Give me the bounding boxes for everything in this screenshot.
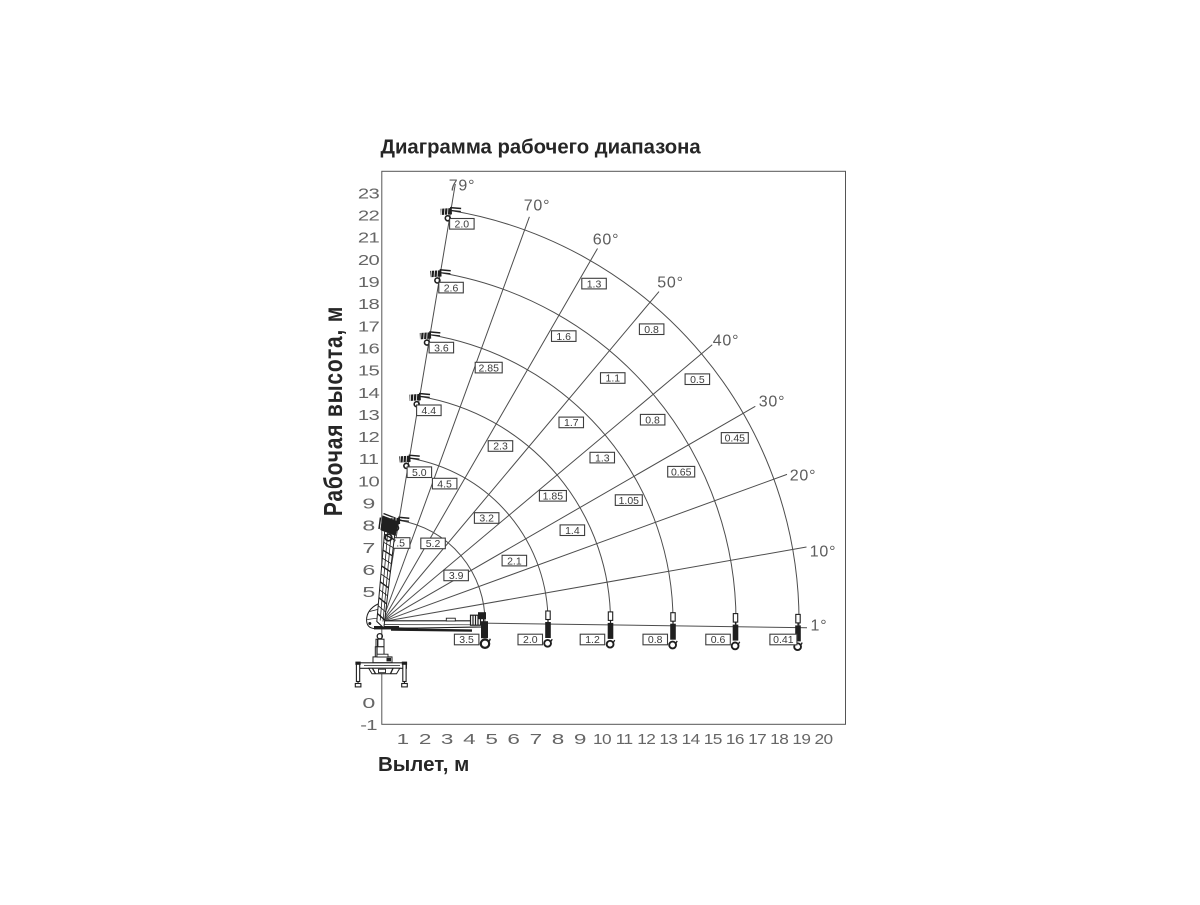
svg-text:17: 17 — [358, 318, 379, 335]
svg-text:1.05: 1.05 — [619, 495, 640, 507]
svg-text:1.2: 1.2 — [585, 634, 600, 646]
svg-text:20: 20 — [358, 251, 380, 268]
svg-text:0.8: 0.8 — [644, 324, 659, 336]
svg-text:30°: 30° — [759, 394, 786, 411]
svg-text:11: 11 — [359, 451, 379, 468]
svg-text:Рабочая высота, м: Рабочая высота, м — [319, 306, 349, 516]
svg-text:1.3: 1.3 — [587, 278, 602, 290]
svg-text:1: 1 — [397, 731, 409, 747]
svg-text:11: 11 — [616, 731, 633, 748]
svg-text:14: 14 — [682, 731, 701, 748]
svg-text:0.8: 0.8 — [648, 634, 663, 646]
svg-text:19: 19 — [792, 731, 811, 748]
svg-text:14: 14 — [358, 384, 380, 401]
svg-text:1.6: 1.6 — [556, 331, 571, 343]
svg-text:10: 10 — [358, 473, 380, 490]
svg-text:2.85: 2.85 — [478, 362, 499, 374]
svg-text:50°: 50° — [657, 275, 684, 292]
svg-text:0.65: 0.65 — [671, 466, 692, 478]
svg-text:1.4: 1.4 — [565, 525, 580, 537]
svg-text:23: 23 — [358, 185, 380, 202]
svg-text:16: 16 — [358, 340, 380, 357]
svg-text:13: 13 — [358, 406, 380, 423]
svg-text:10: 10 — [593, 731, 612, 748]
svg-text:0.45: 0.45 — [725, 433, 746, 445]
svg-text:0.6: 0.6 — [711, 634, 726, 646]
svg-text:1°: 1° — [811, 618, 828, 635]
svg-text:2.1: 2.1 — [507, 555, 522, 567]
svg-text:5.2: 5.2 — [426, 538, 441, 550]
svg-text:1.85: 1.85 — [543, 491, 564, 503]
svg-text:1.1: 1.1 — [605, 373, 620, 385]
svg-text:3.5: 3.5 — [459, 634, 474, 646]
svg-text:40°: 40° — [713, 333, 740, 350]
svg-text:1.7: 1.7 — [564, 417, 579, 429]
svg-text:0.41: 0.41 — [773, 634, 794, 646]
svg-text:9: 9 — [574, 731, 586, 747]
svg-text:15: 15 — [358, 362, 380, 379]
svg-text:7: 7 — [362, 540, 374, 557]
svg-text:9: 9 — [362, 495, 374, 512]
svg-text:3.9: 3.9 — [449, 570, 464, 582]
svg-text:16: 16 — [726, 731, 745, 748]
svg-text:1.3: 1.3 — [595, 452, 610, 464]
svg-text:Диаграмма рабочего диапазона: Диаграмма рабочего диапазона — [381, 136, 702, 158]
svg-text:60°: 60° — [593, 232, 620, 249]
svg-text:19: 19 — [358, 274, 380, 291]
svg-text:2.0: 2.0 — [523, 634, 538, 646]
svg-text:0.5: 0.5 — [690, 374, 705, 386]
svg-text:4.4: 4.4 — [421, 405, 436, 417]
svg-text:15: 15 — [704, 731, 723, 748]
svg-text:79°: 79° — [449, 178, 476, 195]
svg-text:0: 0 — [362, 695, 375, 712]
svg-text:Вылет, м: Вылет, м — [378, 753, 469, 776]
svg-text:13: 13 — [659, 731, 678, 748]
svg-text:6: 6 — [507, 731, 519, 747]
svg-text:6: 6 — [362, 562, 375, 579]
svg-text:18: 18 — [770, 731, 789, 748]
svg-text:10°: 10° — [810, 544, 837, 561]
svg-text:5: 5 — [362, 584, 375, 601]
svg-text:18: 18 — [358, 296, 380, 313]
svg-text:3.6: 3.6 — [434, 342, 449, 354]
svg-text:21: 21 — [358, 229, 380, 246]
svg-text:3.2: 3.2 — [479, 513, 494, 525]
svg-text:2.0: 2.0 — [454, 219, 469, 231]
svg-text:12: 12 — [637, 731, 656, 748]
svg-text:2.6: 2.6 — [444, 282, 459, 294]
svg-text:22: 22 — [358, 207, 379, 224]
svg-text:7: 7 — [530, 731, 542, 747]
svg-text:2: 2 — [419, 731, 431, 747]
svg-text:5.0: 5.0 — [412, 467, 427, 479]
svg-text:5: 5 — [485, 731, 497, 747]
svg-text:3: 3 — [441, 731, 453, 747]
svg-text:12: 12 — [358, 429, 379, 446]
svg-text:17: 17 — [748, 731, 767, 748]
svg-text:-1: -1 — [360, 717, 377, 734]
svg-text:8: 8 — [362, 518, 375, 535]
svg-text:4.5: 4.5 — [437, 478, 452, 490]
svg-text:8: 8 — [552, 731, 564, 747]
svg-text:20: 20 — [814, 731, 833, 748]
svg-text:20°: 20° — [790, 468, 817, 485]
svg-text:0.8: 0.8 — [645, 414, 660, 426]
svg-text:70°: 70° — [524, 198, 551, 215]
svg-text:4: 4 — [463, 731, 476, 747]
svg-text:2.3: 2.3 — [493, 441, 508, 453]
